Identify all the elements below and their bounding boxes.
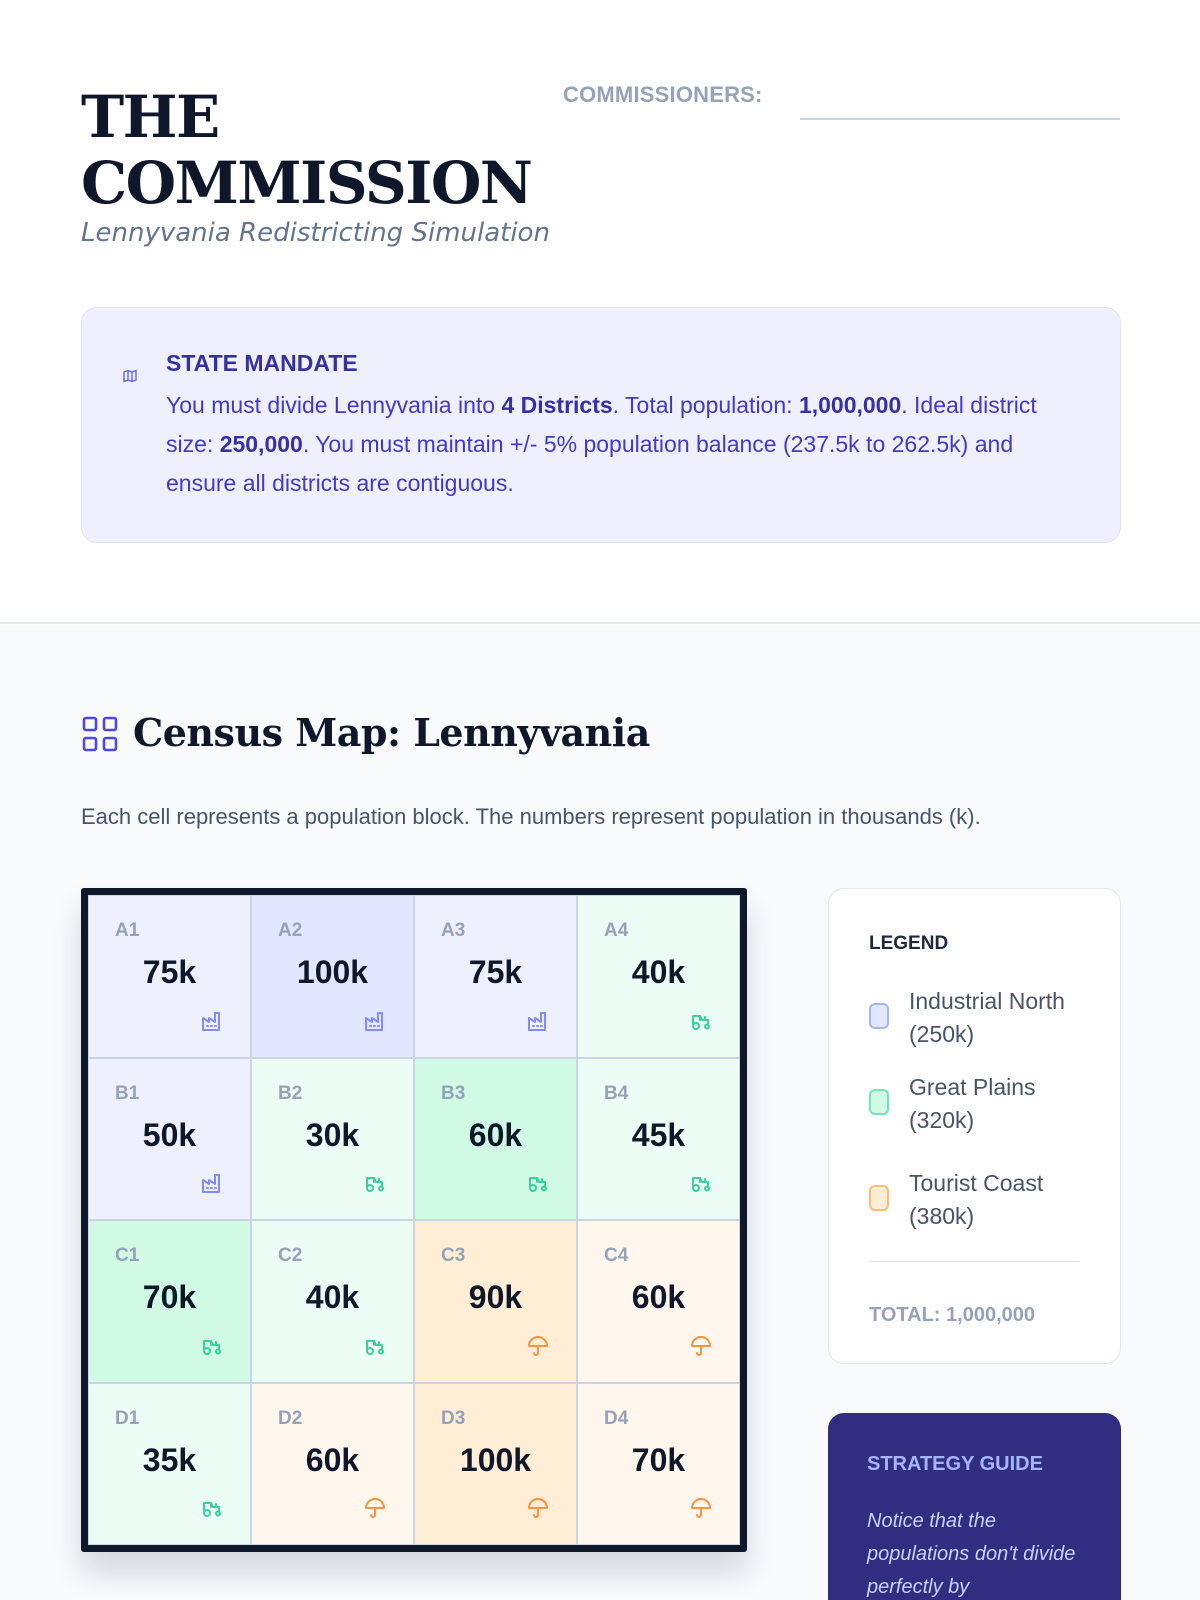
tractor-icon xyxy=(529,1177,547,1192)
cell-id: D1 xyxy=(115,1407,140,1429)
tractor-icon xyxy=(366,1339,384,1355)
cell-id: A2 xyxy=(278,920,303,941)
commissioners-input[interactable] xyxy=(800,84,1120,120)
tractor-icon xyxy=(203,1339,221,1355)
census-grid: A1 75k A2 100k A3 75k A4 40k B1 50k B2 30k B3 60k B4 45… xyxy=(81,888,747,1552)
cell-id: C2 xyxy=(278,1245,303,1266)
census-map-title: Census Map: Lennyvania xyxy=(133,710,650,755)
cell-population: 60k xyxy=(305,1441,360,1478)
cell-id: A4 xyxy=(604,920,629,941)
cell-population: 50k xyxy=(142,1116,197,1153)
factory-icon xyxy=(202,1011,220,1031)
legend-swatch xyxy=(869,1003,889,1029)
cell-id: A3 xyxy=(441,920,466,941)
legend-panel: LEGEND Industrial North (250k) Great Pla… xyxy=(828,888,1121,1364)
strategy-guide-text: Notice that the populations don't divide… xyxy=(867,1510,1076,1598)
census-cell-b4[interactable]: B4 45k xyxy=(577,1057,740,1220)
legend-swatch xyxy=(869,1089,889,1115)
cell-population: 40k xyxy=(631,954,686,990)
grid-icon xyxy=(82,716,118,752)
mandate-text: You must divide Lennyvania into 4 Distri… xyxy=(166,392,1037,496)
legend-divider xyxy=(869,1261,1079,1262)
legend-label: Great Plains (320k) xyxy=(909,1074,1036,1133)
map-icon xyxy=(123,369,137,383)
cell-id: C1 xyxy=(115,1245,140,1266)
total-population: 1,000,000 xyxy=(798,392,902,418)
census-cell-d1[interactable]: D1 35k xyxy=(88,1382,251,1545)
strategy-guide-panel: STRATEGY GUIDE Notice that the populatio… xyxy=(828,1413,1121,1600)
main-content: Census Map: Lennyvania Each cell represe… xyxy=(0,626,1200,1600)
mandate-title: STATE MANDATE xyxy=(166,350,358,376)
tractor-icon xyxy=(692,1014,710,1030)
factory-icon xyxy=(528,1011,546,1031)
census-cell-a1[interactable]: A1 75k xyxy=(88,895,251,1058)
cell-population: 35k xyxy=(142,1441,197,1478)
umbrella-icon xyxy=(528,1335,548,1356)
factory-icon xyxy=(365,1011,383,1031)
cell-id: C3 xyxy=(441,1245,466,1266)
commissioners-label: COMMISSIONERS: xyxy=(563,82,763,107)
page-title: THE COMMISSION xyxy=(81,83,533,217)
strategy-guide-title: STRATEGY GUIDE xyxy=(867,1453,1043,1475)
census-cell-b1[interactable]: B1 50k xyxy=(88,1057,251,1220)
legend-total: TOTAL: 1,000,000 xyxy=(869,1304,1035,1326)
census-cell-b2[interactable]: B2 30k xyxy=(251,1057,414,1220)
cell-id: D4 xyxy=(604,1407,629,1429)
page-header: THE COMMISSION Lennyvania Redistricting … xyxy=(0,0,1200,624)
legend-swatch xyxy=(869,1185,889,1211)
cell-id: B4 xyxy=(604,1082,629,1104)
cell-population: 70k xyxy=(142,1279,197,1315)
census-cell-a3[interactable]: A3 75k xyxy=(414,895,577,1058)
cell-id: D2 xyxy=(278,1407,303,1429)
cell-population: 40k xyxy=(305,1279,360,1315)
cell-id: D3 xyxy=(441,1407,466,1429)
census-cell-c1[interactable]: C1 70k xyxy=(88,1220,251,1383)
state-mandate-panel: STATE MANDATE You must divide Lennyvania… xyxy=(81,307,1121,543)
census-cell-c3[interactable]: C3 90k xyxy=(414,1220,577,1383)
cell-population: 100k xyxy=(296,954,369,990)
cell-id: C4 xyxy=(604,1245,629,1266)
factory-icon xyxy=(202,1174,220,1193)
census-cell-d3[interactable]: D3 100k xyxy=(414,1382,577,1545)
ideal-district-size: 250,000 xyxy=(219,431,303,457)
legend-label: Tourist Coast (380k) xyxy=(909,1170,1044,1229)
cell-id: B1 xyxy=(115,1082,140,1104)
census-cell-c2[interactable]: C2 40k xyxy=(251,1220,414,1383)
cell-population: 60k xyxy=(631,1279,686,1315)
census-cell-b3[interactable]: B3 60k xyxy=(414,1057,577,1220)
census-cell-a4[interactable]: A4 40k xyxy=(577,895,740,1058)
cell-population: 70k xyxy=(631,1441,686,1478)
census-map-description: Each cell represents a population block.… xyxy=(81,804,981,829)
cell-id: A1 xyxy=(115,920,140,941)
cell-id: B3 xyxy=(441,1082,466,1104)
legend-label: Industrial North (250k) xyxy=(909,988,1065,1047)
cell-population: 100k xyxy=(459,1441,532,1478)
cell-population: 60k xyxy=(468,1116,523,1153)
census-cell-a2[interactable]: A2 100k xyxy=(251,895,414,1058)
page-subtitle: Lennyvania Redistricting Simulation xyxy=(81,218,550,248)
tractor-icon xyxy=(366,1177,384,1192)
umbrella-icon xyxy=(691,1498,711,1518)
umbrella-icon xyxy=(528,1498,548,1518)
cell-population: 75k xyxy=(142,954,197,990)
districts-count: 4 Districts xyxy=(501,392,613,418)
legend-title: LEGEND xyxy=(869,933,949,954)
umbrella-icon xyxy=(691,1335,711,1356)
cell-population: 75k xyxy=(468,954,523,990)
cell-population: 30k xyxy=(305,1116,360,1153)
census-cell-d2[interactable]: D2 60k xyxy=(251,1382,414,1545)
cell-population: 90k xyxy=(468,1279,523,1315)
census-cell-d4[interactable]: D4 70k xyxy=(577,1382,740,1545)
cell-id: B2 xyxy=(278,1082,303,1104)
census-cell-c4[interactable]: C4 60k xyxy=(577,1220,740,1383)
tractor-icon xyxy=(692,1177,710,1192)
cell-population: 45k xyxy=(631,1116,686,1153)
umbrella-icon xyxy=(365,1498,385,1518)
tractor-icon xyxy=(203,1502,221,1517)
